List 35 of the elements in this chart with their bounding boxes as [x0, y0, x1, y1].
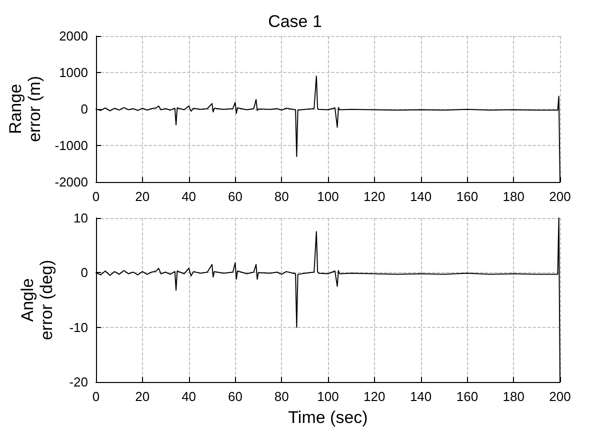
x-tick-label: 200: [549, 389, 571, 404]
x-tick-label: 80: [274, 189, 289, 204]
x-tick-label: 20: [135, 389, 150, 404]
x-tick-label: 0: [92, 389, 100, 404]
y-tick-label: -10: [69, 320, 88, 335]
x-tick-label: 140: [410, 189, 432, 204]
y-tick-label: 0: [80, 265, 88, 280]
x-tick-label: 20: [135, 189, 150, 204]
x-tick-label: 100: [317, 389, 339, 404]
x-axis-title: Time (sec): [288, 408, 368, 427]
y-tick-label: -2000: [54, 174, 88, 190]
y-tick-label: -1000: [54, 138, 88, 153]
x-tick-label: 160: [456, 389, 478, 404]
y-axis-title: Angle error (deg): [18, 260, 56, 340]
x-tick-label: 100: [317, 189, 339, 204]
x-tick-label: 40: [182, 389, 196, 404]
x-tick-label: 120: [364, 189, 386, 204]
x-tick-label: 120: [364, 389, 386, 404]
x-tick-label: 200: [549, 189, 571, 204]
y-tick-label: 10: [74, 210, 88, 226]
y-tick-label: -20: [69, 374, 88, 390]
chart-title: Case 1: [268, 12, 322, 31]
y-tick-label: 2000: [59, 28, 88, 44]
x-tick-label: 60: [228, 189, 242, 204]
x-tick-label: 180: [502, 389, 524, 404]
x-tick-label: 0: [92, 189, 100, 204]
y-tick-label: 1000: [59, 65, 88, 80]
x-tick-label: 80: [274, 389, 289, 404]
x-tick-label: 40: [182, 189, 196, 204]
x-tick-label: 180: [502, 189, 524, 204]
x-tick-label: 160: [456, 189, 478, 204]
y-tick-label: 0: [80, 102, 88, 116]
x-tick-label: 60: [228, 389, 242, 404]
x-tick-label: 140: [410, 389, 432, 404]
y-axis-title: Range error (m): [6, 76, 44, 142]
